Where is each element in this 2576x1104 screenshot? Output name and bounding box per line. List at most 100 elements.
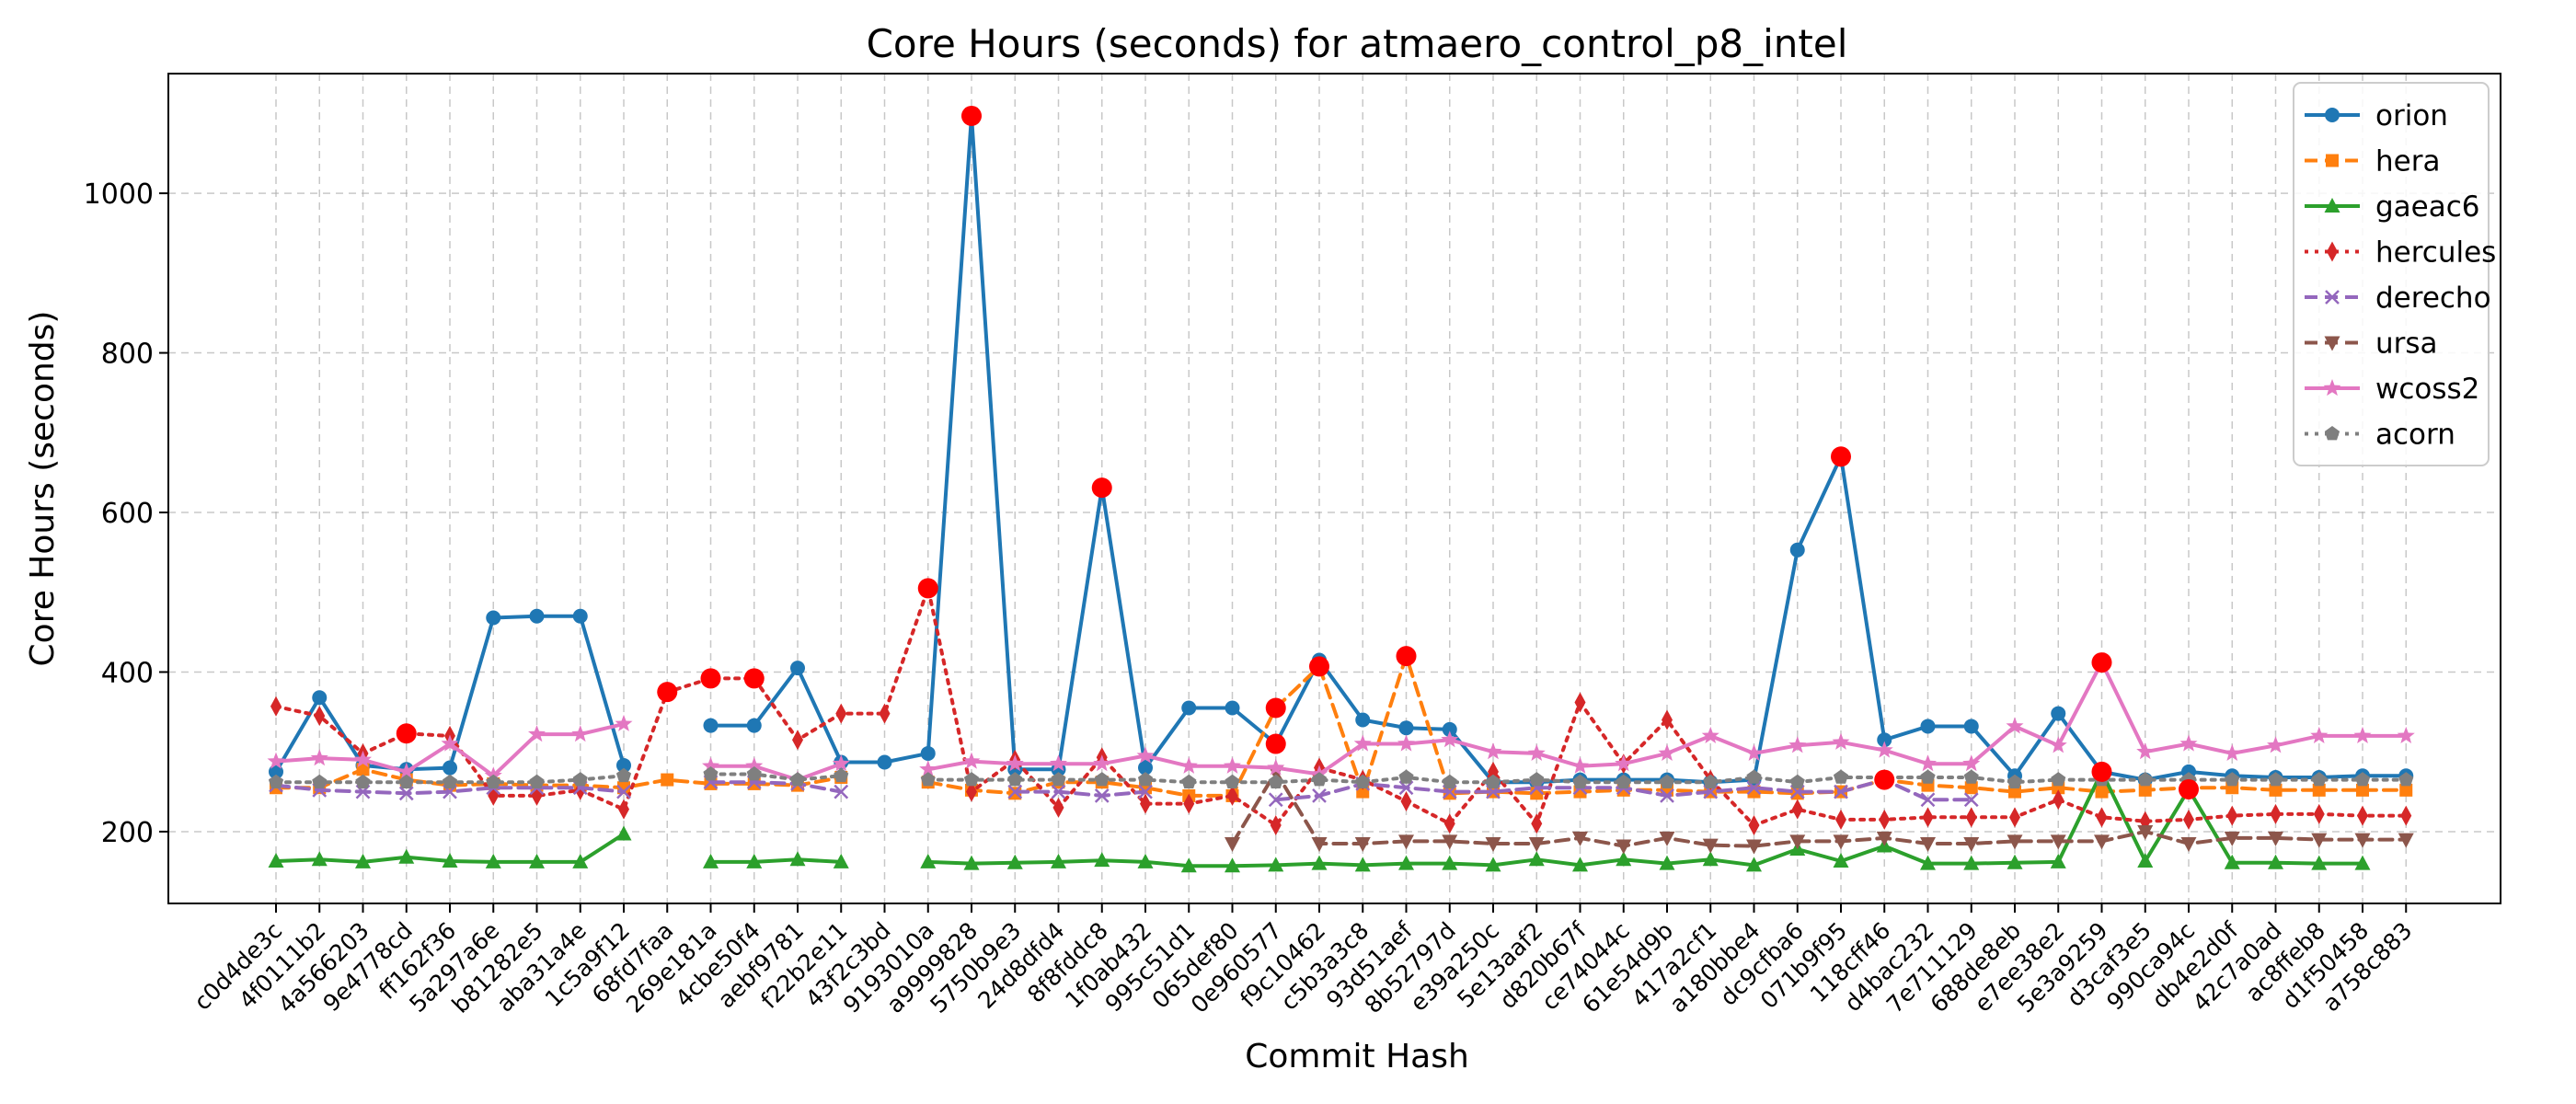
data-point-acorn <box>963 772 980 787</box>
data-point-hercules <box>1183 793 1195 814</box>
data-point-acorn <box>1007 772 1023 787</box>
data-point-acorn <box>746 766 762 781</box>
highlight-point <box>700 668 721 689</box>
data-point-acorn <box>1963 769 1979 784</box>
data-point-gaeac6 <box>1616 851 1632 867</box>
data-point-ursa <box>1354 836 1371 852</box>
data-point-acorn <box>2311 772 2327 787</box>
data-point-wcoss2 <box>310 749 328 766</box>
data-point-ursa <box>2180 836 2197 852</box>
data-point-hercules <box>1226 785 1238 806</box>
data-point-gaeac6 <box>2268 854 2283 869</box>
data-point-derecho <box>1051 784 1066 799</box>
data-point-hera <box>1964 781 1978 795</box>
legend-entry-wcoss2: wcoss2 <box>2305 373 2479 406</box>
highlight-point <box>1265 697 1286 719</box>
data-point-gaeac6 <box>1006 854 1023 869</box>
data-point-hercules <box>1270 815 1282 836</box>
data-point-ursa <box>1789 834 1806 850</box>
data-point-hercules <box>835 703 847 724</box>
data-point-acorn <box>486 774 501 788</box>
data-point-orion <box>572 608 588 624</box>
highlight-point <box>1091 477 1112 499</box>
data-point-hercules <box>2357 805 2368 826</box>
legend-marker-hera <box>2326 154 2339 167</box>
y-axis-ticks: 200 400 600 800 1000 <box>84 178 168 849</box>
data-point-orion <box>1963 719 1979 734</box>
data-point-wcoss2 <box>1224 756 1241 774</box>
x-axis-label: Commit Hash <box>1245 1038 1469 1075</box>
highlight-point <box>1831 446 1851 467</box>
data-point-acorn <box>529 774 545 788</box>
data-point-wcoss2 <box>1006 754 1024 772</box>
data-point-gaeac6 <box>1442 855 1458 870</box>
legend-marker-acorn <box>2324 426 2340 441</box>
data-point-derecho <box>1007 784 1023 799</box>
legend-entry-hercules: hercules <box>2305 236 2496 270</box>
data-point-ursa <box>1485 836 1501 852</box>
data-point-hercules <box>1443 813 1455 834</box>
data-point-ursa <box>1528 836 1545 852</box>
data-point-acorn <box>789 772 806 787</box>
data-point-ursa <box>1398 834 1414 850</box>
legend-entry-derecho: derecho <box>2305 282 2491 315</box>
data-point-hercules <box>2400 805 2412 826</box>
data-point-gaeac6 <box>1398 855 1414 870</box>
data-point-hera <box>356 763 370 776</box>
data-point-derecho <box>1138 784 1153 799</box>
legend-label-hera: hera <box>2375 145 2440 178</box>
data-point-ursa <box>1833 834 1849 850</box>
data-point-acorn <box>398 774 414 788</box>
data-point-acorn <box>1572 774 1588 788</box>
data-point-acorn <box>2051 772 2066 787</box>
data-point-gaeac6 <box>485 853 501 868</box>
data-point-hercules <box>2270 803 2282 824</box>
data-point-gaeac6 <box>2137 853 2154 868</box>
data-point-derecho <box>1660 788 1674 803</box>
data-point-acorn <box>2354 772 2371 787</box>
data-point-gaeac6 <box>789 851 806 867</box>
data-point-acorn <box>1181 774 1197 788</box>
data-point-wcoss2 <box>962 752 981 769</box>
series-gaeac6 <box>268 763 2371 873</box>
data-point-orion <box>529 608 545 624</box>
data-point-orion <box>616 757 631 773</box>
data-point-ursa <box>2137 824 2154 840</box>
data-point-hera <box>661 773 674 787</box>
data-point-gaeac6 <box>1920 855 1936 870</box>
legend-label-orion: orion <box>2375 99 2448 132</box>
data-point-gaeac6 <box>703 853 719 868</box>
data-point-wcoss2 <box>1527 743 1546 761</box>
data-point-acorn <box>834 767 849 783</box>
data-point-wcoss2 <box>2267 736 2284 753</box>
highlight-point <box>2179 778 2199 799</box>
data-point-derecho <box>1312 788 1327 803</box>
highlight-point <box>657 682 678 703</box>
data-point-acorn <box>2398 772 2414 787</box>
data-point-gaeac6 <box>268 853 284 868</box>
data-point-wcoss2 <box>1093 754 1111 772</box>
legend-marker-orion <box>2325 108 2340 122</box>
y-tick-label: 400 <box>101 657 154 689</box>
data-point-gaeac6 <box>2224 854 2240 869</box>
data-point-ursa <box>2094 834 2110 850</box>
data-point-ursa <box>2268 831 2283 846</box>
data-point-acorn <box>442 774 458 788</box>
legend-entry-gaeac6: gaeac6 <box>2305 190 2480 224</box>
series-line-gaeac6 <box>708 857 844 864</box>
data-point-wcoss2 <box>571 725 590 742</box>
data-point-derecho <box>1268 792 1283 808</box>
data-point-hercules <box>1400 790 1412 811</box>
data-point-gaeac6 <box>1659 855 1675 870</box>
data-point-ursa <box>1225 836 1240 852</box>
data-point-ursa <box>1442 834 1458 850</box>
data-point-hera <box>2095 785 2109 799</box>
chart-title: Core Hours (seconds) for atmaero_control… <box>867 21 1848 66</box>
data-point-ursa <box>2311 833 2328 848</box>
data-point-derecho <box>1094 788 1110 803</box>
data-point-gaeac6 <box>963 855 980 870</box>
highlight-point <box>2091 761 2112 782</box>
data-point-hercules <box>1531 813 1543 834</box>
